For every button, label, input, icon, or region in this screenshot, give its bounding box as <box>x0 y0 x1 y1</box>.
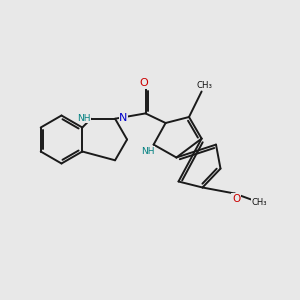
Text: N: N <box>119 113 128 123</box>
Text: CH₃: CH₃ <box>196 81 213 90</box>
Text: O: O <box>232 194 240 204</box>
Text: CH₃: CH₃ <box>252 198 267 207</box>
Text: NH: NH <box>141 147 154 156</box>
Text: NH: NH <box>77 114 91 123</box>
Text: O: O <box>140 78 148 88</box>
